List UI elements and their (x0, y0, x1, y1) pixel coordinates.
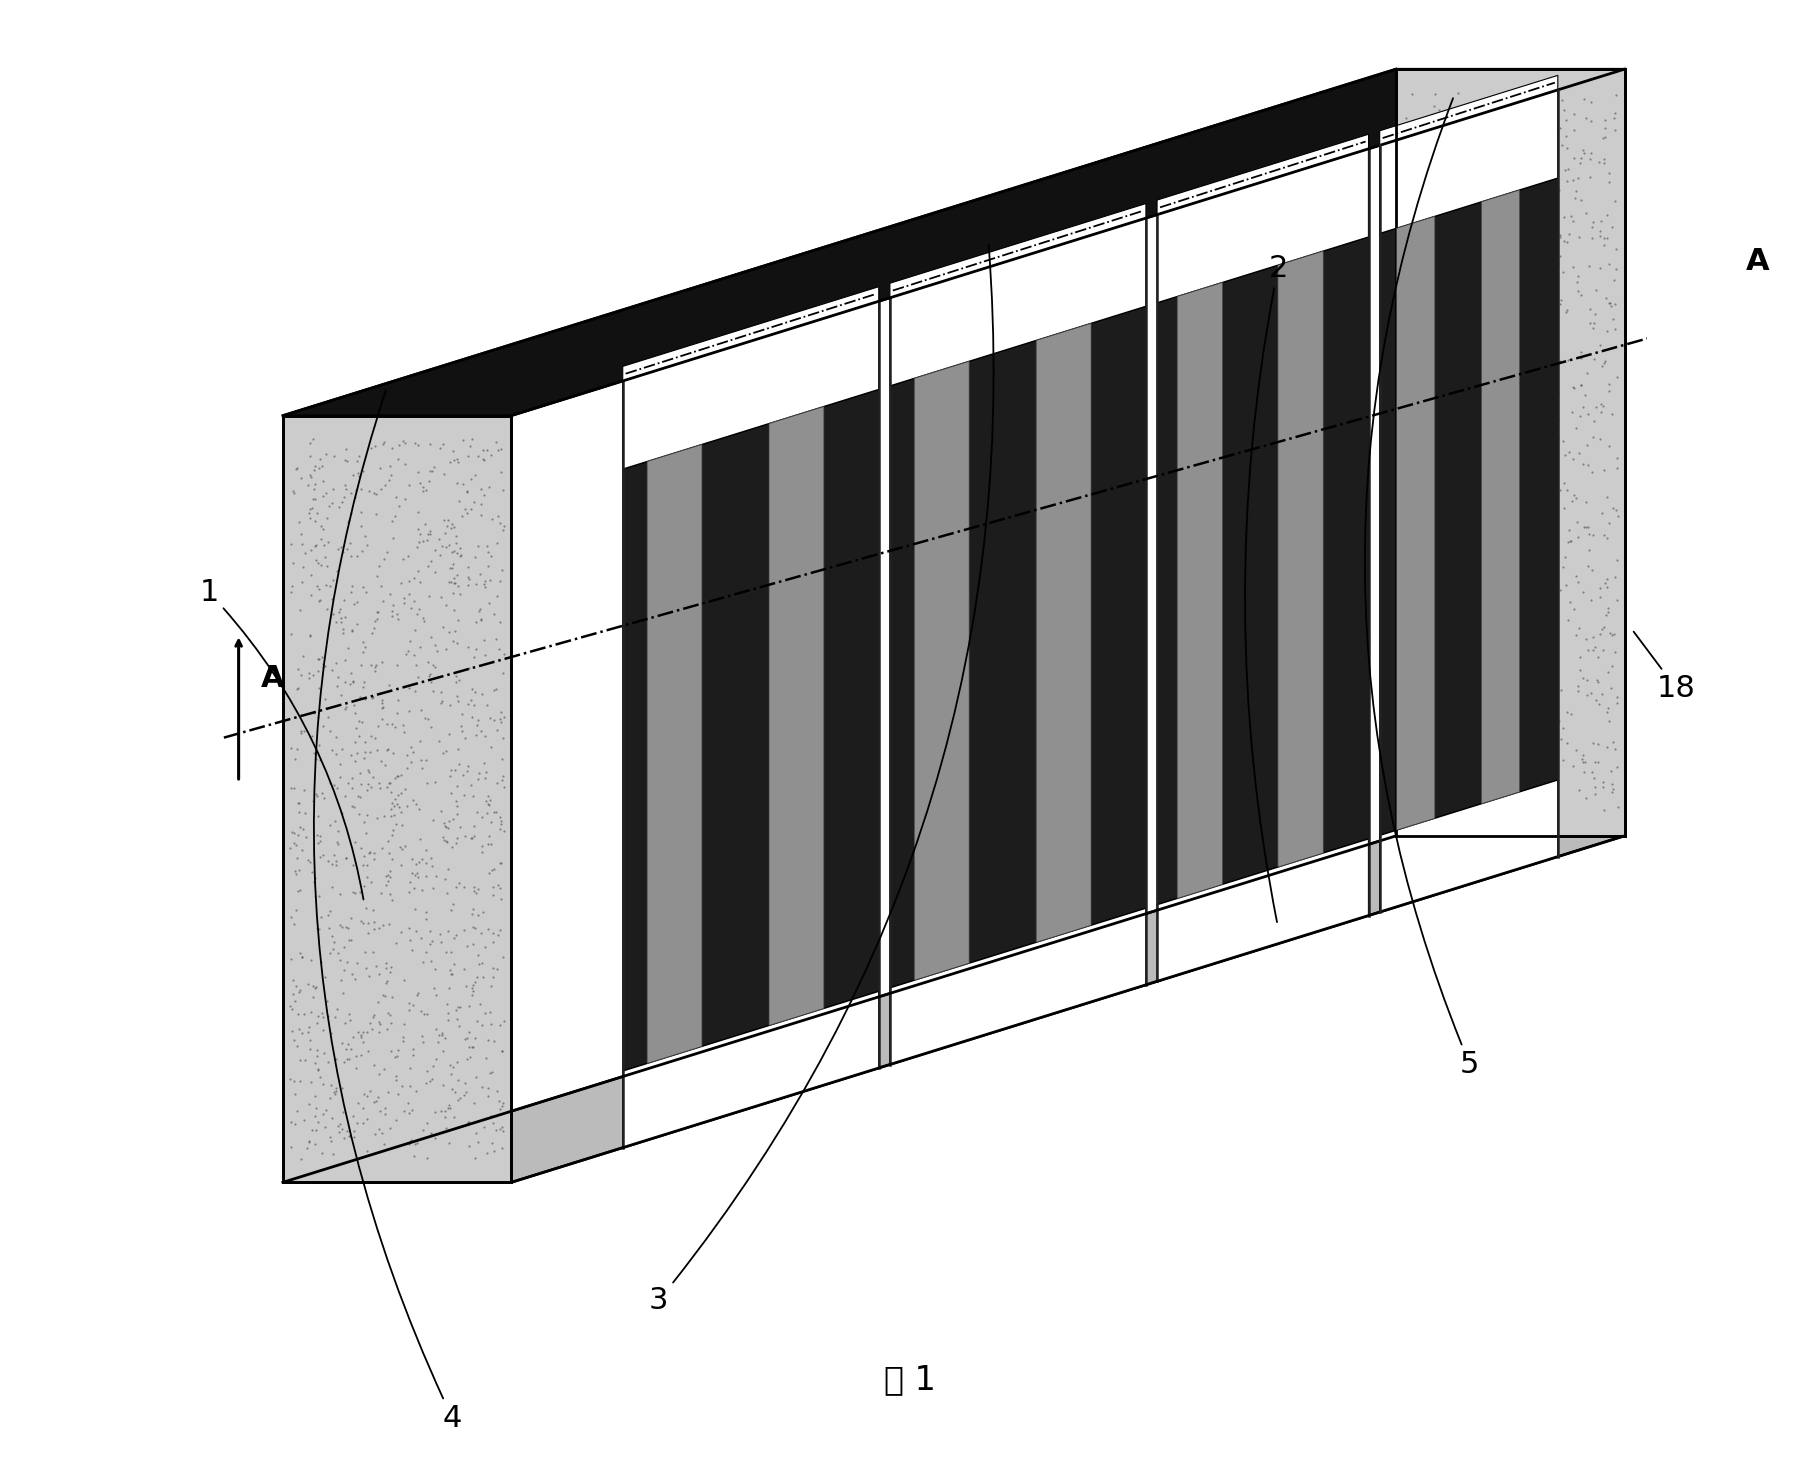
Polygon shape (622, 992, 879, 1147)
Polygon shape (915, 361, 970, 980)
Polygon shape (284, 70, 1624, 416)
Text: 3: 3 (649, 244, 993, 1314)
Polygon shape (1279, 252, 1322, 867)
Polygon shape (1397, 216, 1435, 830)
Text: 5: 5 (1364, 98, 1479, 1079)
Polygon shape (889, 909, 1146, 1064)
Polygon shape (1379, 780, 1557, 912)
Polygon shape (622, 287, 879, 380)
Polygon shape (1395, 70, 1624, 836)
Polygon shape (1157, 237, 1368, 904)
Polygon shape (1481, 189, 1519, 804)
Polygon shape (1379, 90, 1557, 234)
Polygon shape (1157, 135, 1368, 215)
Text: A: A (1746, 247, 1770, 275)
Polygon shape (889, 306, 1146, 987)
Polygon shape (284, 836, 1624, 1183)
Polygon shape (648, 444, 702, 1064)
Polygon shape (1157, 149, 1368, 303)
Text: 18: 18 (1633, 632, 1695, 703)
Text: A: A (260, 665, 284, 693)
Text: 1: 1 (200, 579, 364, 900)
Polygon shape (889, 218, 1146, 386)
Polygon shape (622, 389, 879, 1072)
Polygon shape (769, 407, 824, 1026)
Text: 2: 2 (1244, 253, 1288, 922)
Polygon shape (1177, 283, 1222, 898)
Text: 图 1: 图 1 (884, 1363, 935, 1397)
Polygon shape (889, 204, 1146, 297)
Text: 4: 4 (315, 391, 462, 1433)
Polygon shape (1157, 839, 1368, 981)
Polygon shape (1379, 75, 1557, 145)
Polygon shape (622, 302, 879, 469)
Polygon shape (1379, 178, 1557, 835)
Polygon shape (284, 416, 511, 1183)
Polygon shape (1037, 323, 1091, 943)
